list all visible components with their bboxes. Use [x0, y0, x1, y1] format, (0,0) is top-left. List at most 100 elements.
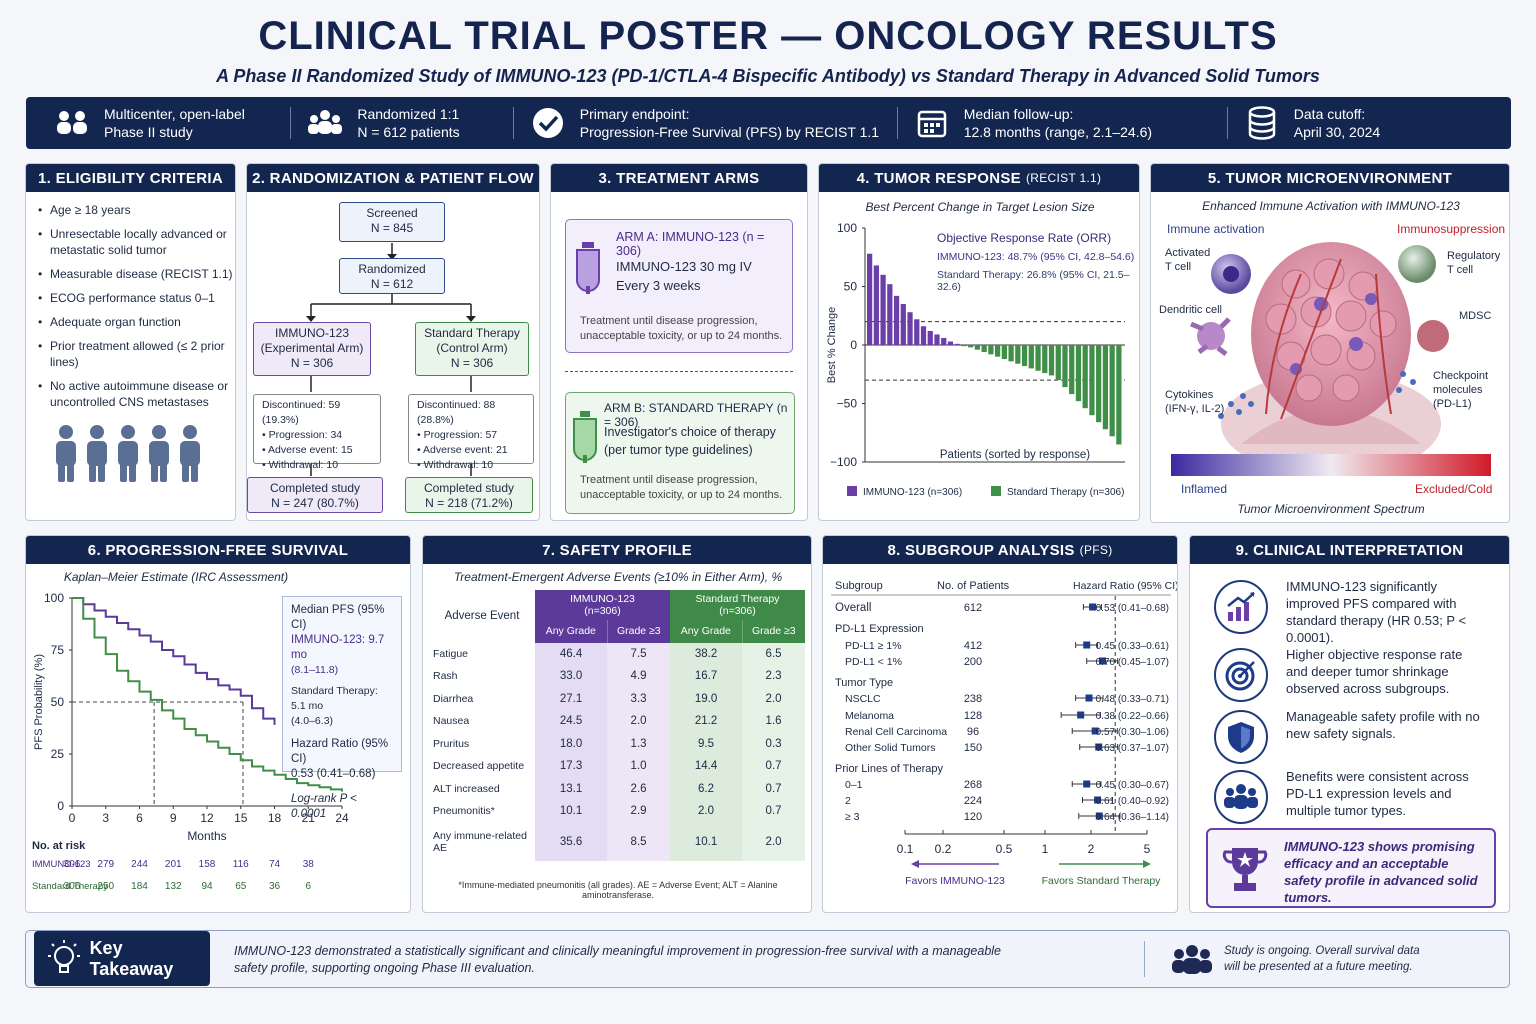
hr-ci-text: 0.57 (0.30–1.06): [1096, 727, 1169, 738]
bar-standard: [1096, 345, 1102, 423]
orr-immuno: IMMUNO-123: 48.7% (95% CI, 42.8–54.6): [937, 251, 1135, 263]
event-value: 17.3: [535, 755, 608, 778]
event-value: 13.1: [535, 777, 608, 800]
bar-standard: [974, 345, 981, 350]
bar-standard: [1001, 345, 1007, 360]
randomized-box: Randomized N = 612: [339, 258, 445, 294]
conclusion-box: IMMUNO-123 shows promising efficacy and …: [1206, 828, 1496, 908]
subgroup-label: PD-L1 ≥ 1%: [845, 640, 902, 652]
risk-count: 306: [63, 881, 81, 892]
x-tick-label: 24: [335, 811, 349, 825]
tumor-illustration: [1171, 242, 1491, 476]
subgroup-label: NSCLC: [845, 693, 881, 705]
event-value: 2.0: [742, 687, 805, 710]
median-standard: Standard Therapy: 5.1 mo: [291, 685, 378, 712]
tumor-response-panel: 4. TUMOR RESPONSE (RECIST 1.1) Best Perce…: [818, 163, 1140, 521]
tumor-microenvironment-panel: 5. TUMOR MICROENVIRONMENT Enhanced Immun…: [1150, 163, 1510, 523]
subgroup-label: Other Solid Tumors: [845, 742, 935, 754]
median-standard-ci: (4.0–6.3): [291, 715, 334, 727]
bar-standard: [1102, 345, 1109, 430]
calendar-icon: [912, 105, 952, 141]
regulatory-tcell-label: Regulatory T cell: [1447, 250, 1501, 276]
subgroup-label: 2: [845, 795, 851, 807]
immunosuppression-label: Immunosuppression: [1397, 222, 1506, 236]
subgroup-n: 268: [964, 779, 982, 791]
iv-bag-green-icon: [573, 411, 597, 463]
logrank-p: Log-rank P < 0.0001: [291, 793, 357, 820]
subgroup-n: 96: [967, 726, 979, 738]
subgroup-n: 200: [964, 656, 982, 668]
bar-standard: [1109, 345, 1115, 437]
median-pfs-box: Median PFS (95% CI) IMMUNO-123: 9.7 mo (…: [282, 596, 402, 820]
bar-immuno: [927, 330, 933, 345]
x-axis-label: Patients (sorted by response): [940, 449, 1090, 461]
legend-label: IMMUNO-123 (n=306): [863, 487, 962, 498]
event-value: 16.7: [669, 665, 743, 688]
col-adverse-event: Adverse Event: [444, 610, 520, 623]
arm-b-box: Standard Therapy (Control Arm) N = 306: [415, 322, 529, 376]
hr-ci-text: 0.63 (0.37–1.07): [1096, 743, 1169, 754]
risk-count: 132: [164, 881, 182, 892]
subgroup-n: 238: [964, 693, 982, 705]
favors-standard-label: Favors Standard Therapy: [1042, 875, 1162, 887]
target-icon: [1214, 648, 1268, 702]
bar-immuno: [887, 284, 893, 345]
favors-immuno-label: Favors IMMUNO-123: [905, 875, 1005, 887]
completed-b-box: Completed study N = 218 (71.2%): [405, 477, 533, 513]
eligibility-item: Measurable disease (RECIST 1.1): [26, 266, 235, 282]
risk-count: 158: [198, 859, 216, 870]
median-immuno: IMMUNO-123: 9.7 mo: [291, 634, 385, 661]
hr-point: [1077, 711, 1085, 719]
event-value: 3.3: [607, 687, 670, 710]
tme-header: 5. TUMOR MICROENVIRONMENT: [1151, 164, 1509, 192]
safety-row: Fatigue 46.4 7.5 38.2 6.5: [429, 642, 805, 665]
eligibility-item: Adequate organ function: [26, 314, 235, 330]
takeaway-bar: Key Takeaway IMMUNO-123 demonstrated a s…: [25, 930, 1510, 988]
risk-count: 250: [97, 881, 115, 892]
discontinued-b-box: Discontinued: 88 (28.8%) • Progression: 5…: [408, 394, 534, 471]
event-name: Nausea: [433, 715, 470, 728]
forest-tick-label: 2: [1088, 842, 1095, 856]
risk-count: 244: [131, 859, 148, 870]
event-value: 2.0: [742, 822, 805, 861]
bar-immuno: [880, 274, 886, 345]
takeaway-divider: [1144, 941, 1145, 977]
event-value: 4.9: [607, 665, 670, 688]
col-b-any: Any Grade: [669, 620, 743, 643]
banner-separator: [512, 107, 514, 139]
eligibility-item: No active autoimmune disease or uncontro…: [26, 378, 235, 410]
risk-count: 65: [235, 881, 247, 892]
risk-count: 38: [302, 859, 314, 870]
col-b-g3: Grade ≥3: [742, 620, 805, 643]
arms-header: 3. TREATMENT ARMS: [551, 164, 807, 192]
forest-tick-label: 0.2: [935, 842, 952, 856]
subgroup-label: ≥ 3: [845, 811, 860, 823]
event-value: 35.6: [535, 822, 608, 861]
safety-footnote: *Immune-mediated pneumonitis (all grades…: [458, 880, 778, 900]
safety-row: Decreased appetite 17.3 1.0 14.4 0.7: [429, 755, 805, 778]
bar-standard: [1082, 345, 1088, 409]
hr-point: [1095, 743, 1103, 751]
risk-count: 306: [63, 859, 81, 870]
y-tick-label: 0: [850, 338, 857, 352]
forest-tick-label: 0.1: [897, 842, 914, 856]
risk-count: 94: [201, 881, 213, 892]
event-value: 2.0: [607, 710, 670, 733]
safety-row: Rash 33.0 4.9 16.7 2.3: [429, 665, 805, 688]
pfs-header: 6. PROGRESSION-FREE SURVIVAL: [26, 536, 410, 564]
bar-standard: [1089, 345, 1095, 416]
bar-standard: [988, 345, 994, 355]
shield-icon: [1214, 710, 1268, 764]
event-value: 10.1: [669, 822, 743, 861]
bar-immuno: [941, 337, 947, 345]
banner-item: Median follow-up: 12.8 months (range, 2.1…: [898, 105, 1227, 141]
x-tick-label: 18: [268, 811, 282, 825]
safety-table: Adverse Event IMMUNO-123 (n=306) Standard…: [429, 590, 805, 861]
safety-row: Pruritus 18.0 1.3 9.5 0.3: [429, 732, 805, 755]
bar-standard: [981, 345, 987, 353]
y-axis-label: PFS Probability (%): [33, 654, 45, 750]
arm-b-guidelines: (per tumor type guidelines): [604, 443, 753, 457]
favors-a-arrowhead: [911, 860, 919, 868]
subgroup-label: 0–1: [845, 779, 863, 791]
subgroup-n: 128: [964, 710, 982, 722]
